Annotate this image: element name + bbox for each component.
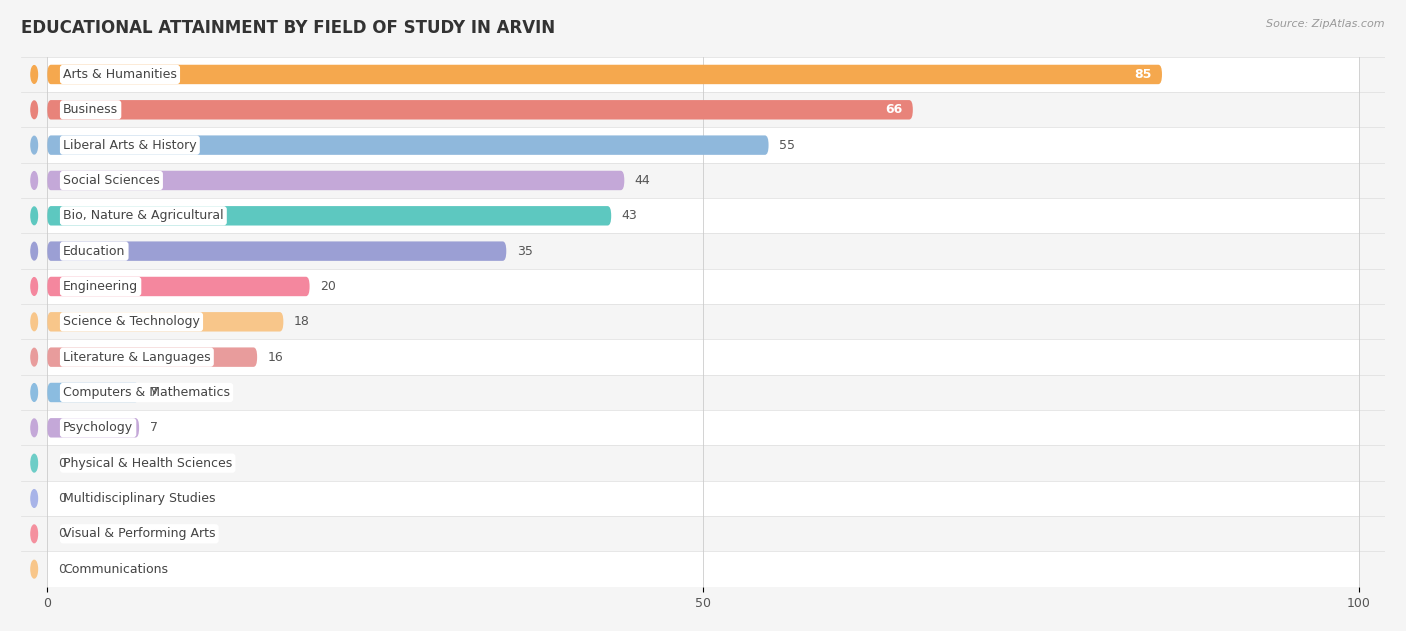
Text: 85: 85	[1135, 68, 1152, 81]
Text: 7: 7	[149, 386, 157, 399]
FancyBboxPatch shape	[48, 206, 612, 225]
Text: Engineering: Engineering	[63, 280, 138, 293]
Text: 7: 7	[149, 422, 157, 434]
Circle shape	[31, 207, 38, 225]
Text: 0: 0	[58, 492, 66, 505]
Text: Literature & Languages: Literature & Languages	[63, 351, 211, 363]
Text: Bio, Nature & Agricultural: Bio, Nature & Agricultural	[63, 209, 224, 222]
Circle shape	[31, 313, 38, 331]
Circle shape	[31, 66, 38, 83]
FancyBboxPatch shape	[48, 445, 1358, 481]
Text: EDUCATIONAL ATTAINMENT BY FIELD OF STUDY IN ARVIN: EDUCATIONAL ATTAINMENT BY FIELD OF STUDY…	[21, 19, 555, 37]
Text: 43: 43	[621, 209, 637, 222]
Circle shape	[31, 419, 38, 437]
FancyBboxPatch shape	[48, 233, 1358, 269]
FancyBboxPatch shape	[48, 383, 139, 402]
Text: Multidisciplinary Studies: Multidisciplinary Studies	[63, 492, 215, 505]
FancyBboxPatch shape	[48, 100, 912, 119]
FancyBboxPatch shape	[48, 163, 1358, 198]
Text: Science & Technology: Science & Technology	[63, 316, 200, 328]
Text: 0: 0	[58, 457, 66, 469]
Circle shape	[31, 348, 38, 366]
Circle shape	[31, 242, 38, 260]
Text: Communications: Communications	[63, 563, 169, 575]
Text: 16: 16	[267, 351, 284, 363]
FancyBboxPatch shape	[48, 516, 1358, 551]
FancyBboxPatch shape	[48, 339, 1358, 375]
Text: Physical & Health Sciences: Physical & Health Sciences	[63, 457, 232, 469]
Text: Liberal Arts & History: Liberal Arts & History	[63, 139, 197, 151]
Text: Source: ZipAtlas.com: Source: ZipAtlas.com	[1267, 19, 1385, 29]
Circle shape	[31, 454, 38, 472]
FancyBboxPatch shape	[48, 198, 1358, 233]
FancyBboxPatch shape	[48, 242, 506, 261]
Text: Social Sciences: Social Sciences	[63, 174, 160, 187]
Text: 0: 0	[58, 528, 66, 540]
Circle shape	[31, 278, 38, 295]
Text: 0: 0	[58, 563, 66, 575]
Text: 55: 55	[779, 139, 794, 151]
Text: 35: 35	[517, 245, 533, 257]
FancyBboxPatch shape	[48, 551, 1358, 587]
Circle shape	[31, 490, 38, 507]
FancyBboxPatch shape	[48, 418, 139, 437]
FancyBboxPatch shape	[48, 304, 1358, 339]
Text: Psychology: Psychology	[63, 422, 134, 434]
FancyBboxPatch shape	[48, 277, 309, 296]
Text: Visual & Performing Arts: Visual & Performing Arts	[63, 528, 215, 540]
FancyBboxPatch shape	[48, 136, 769, 155]
FancyBboxPatch shape	[48, 269, 1358, 304]
Text: 20: 20	[321, 280, 336, 293]
Circle shape	[31, 525, 38, 543]
FancyBboxPatch shape	[48, 57, 1358, 92]
Circle shape	[31, 136, 38, 154]
FancyBboxPatch shape	[48, 312, 284, 331]
FancyBboxPatch shape	[48, 410, 1358, 445]
Text: Computers & Mathematics: Computers & Mathematics	[63, 386, 231, 399]
Text: Business: Business	[63, 103, 118, 116]
FancyBboxPatch shape	[48, 92, 1358, 127]
Text: 44: 44	[636, 174, 651, 187]
Text: Arts & Humanities: Arts & Humanities	[63, 68, 177, 81]
Circle shape	[31, 384, 38, 401]
FancyBboxPatch shape	[48, 375, 1358, 410]
FancyBboxPatch shape	[48, 481, 1358, 516]
Circle shape	[31, 560, 38, 578]
FancyBboxPatch shape	[48, 348, 257, 367]
Circle shape	[31, 172, 38, 189]
Text: 18: 18	[294, 316, 309, 328]
FancyBboxPatch shape	[48, 127, 1358, 163]
Text: 66: 66	[886, 103, 903, 116]
Text: Education: Education	[63, 245, 125, 257]
FancyBboxPatch shape	[48, 65, 1161, 84]
FancyBboxPatch shape	[48, 171, 624, 190]
Circle shape	[31, 101, 38, 119]
